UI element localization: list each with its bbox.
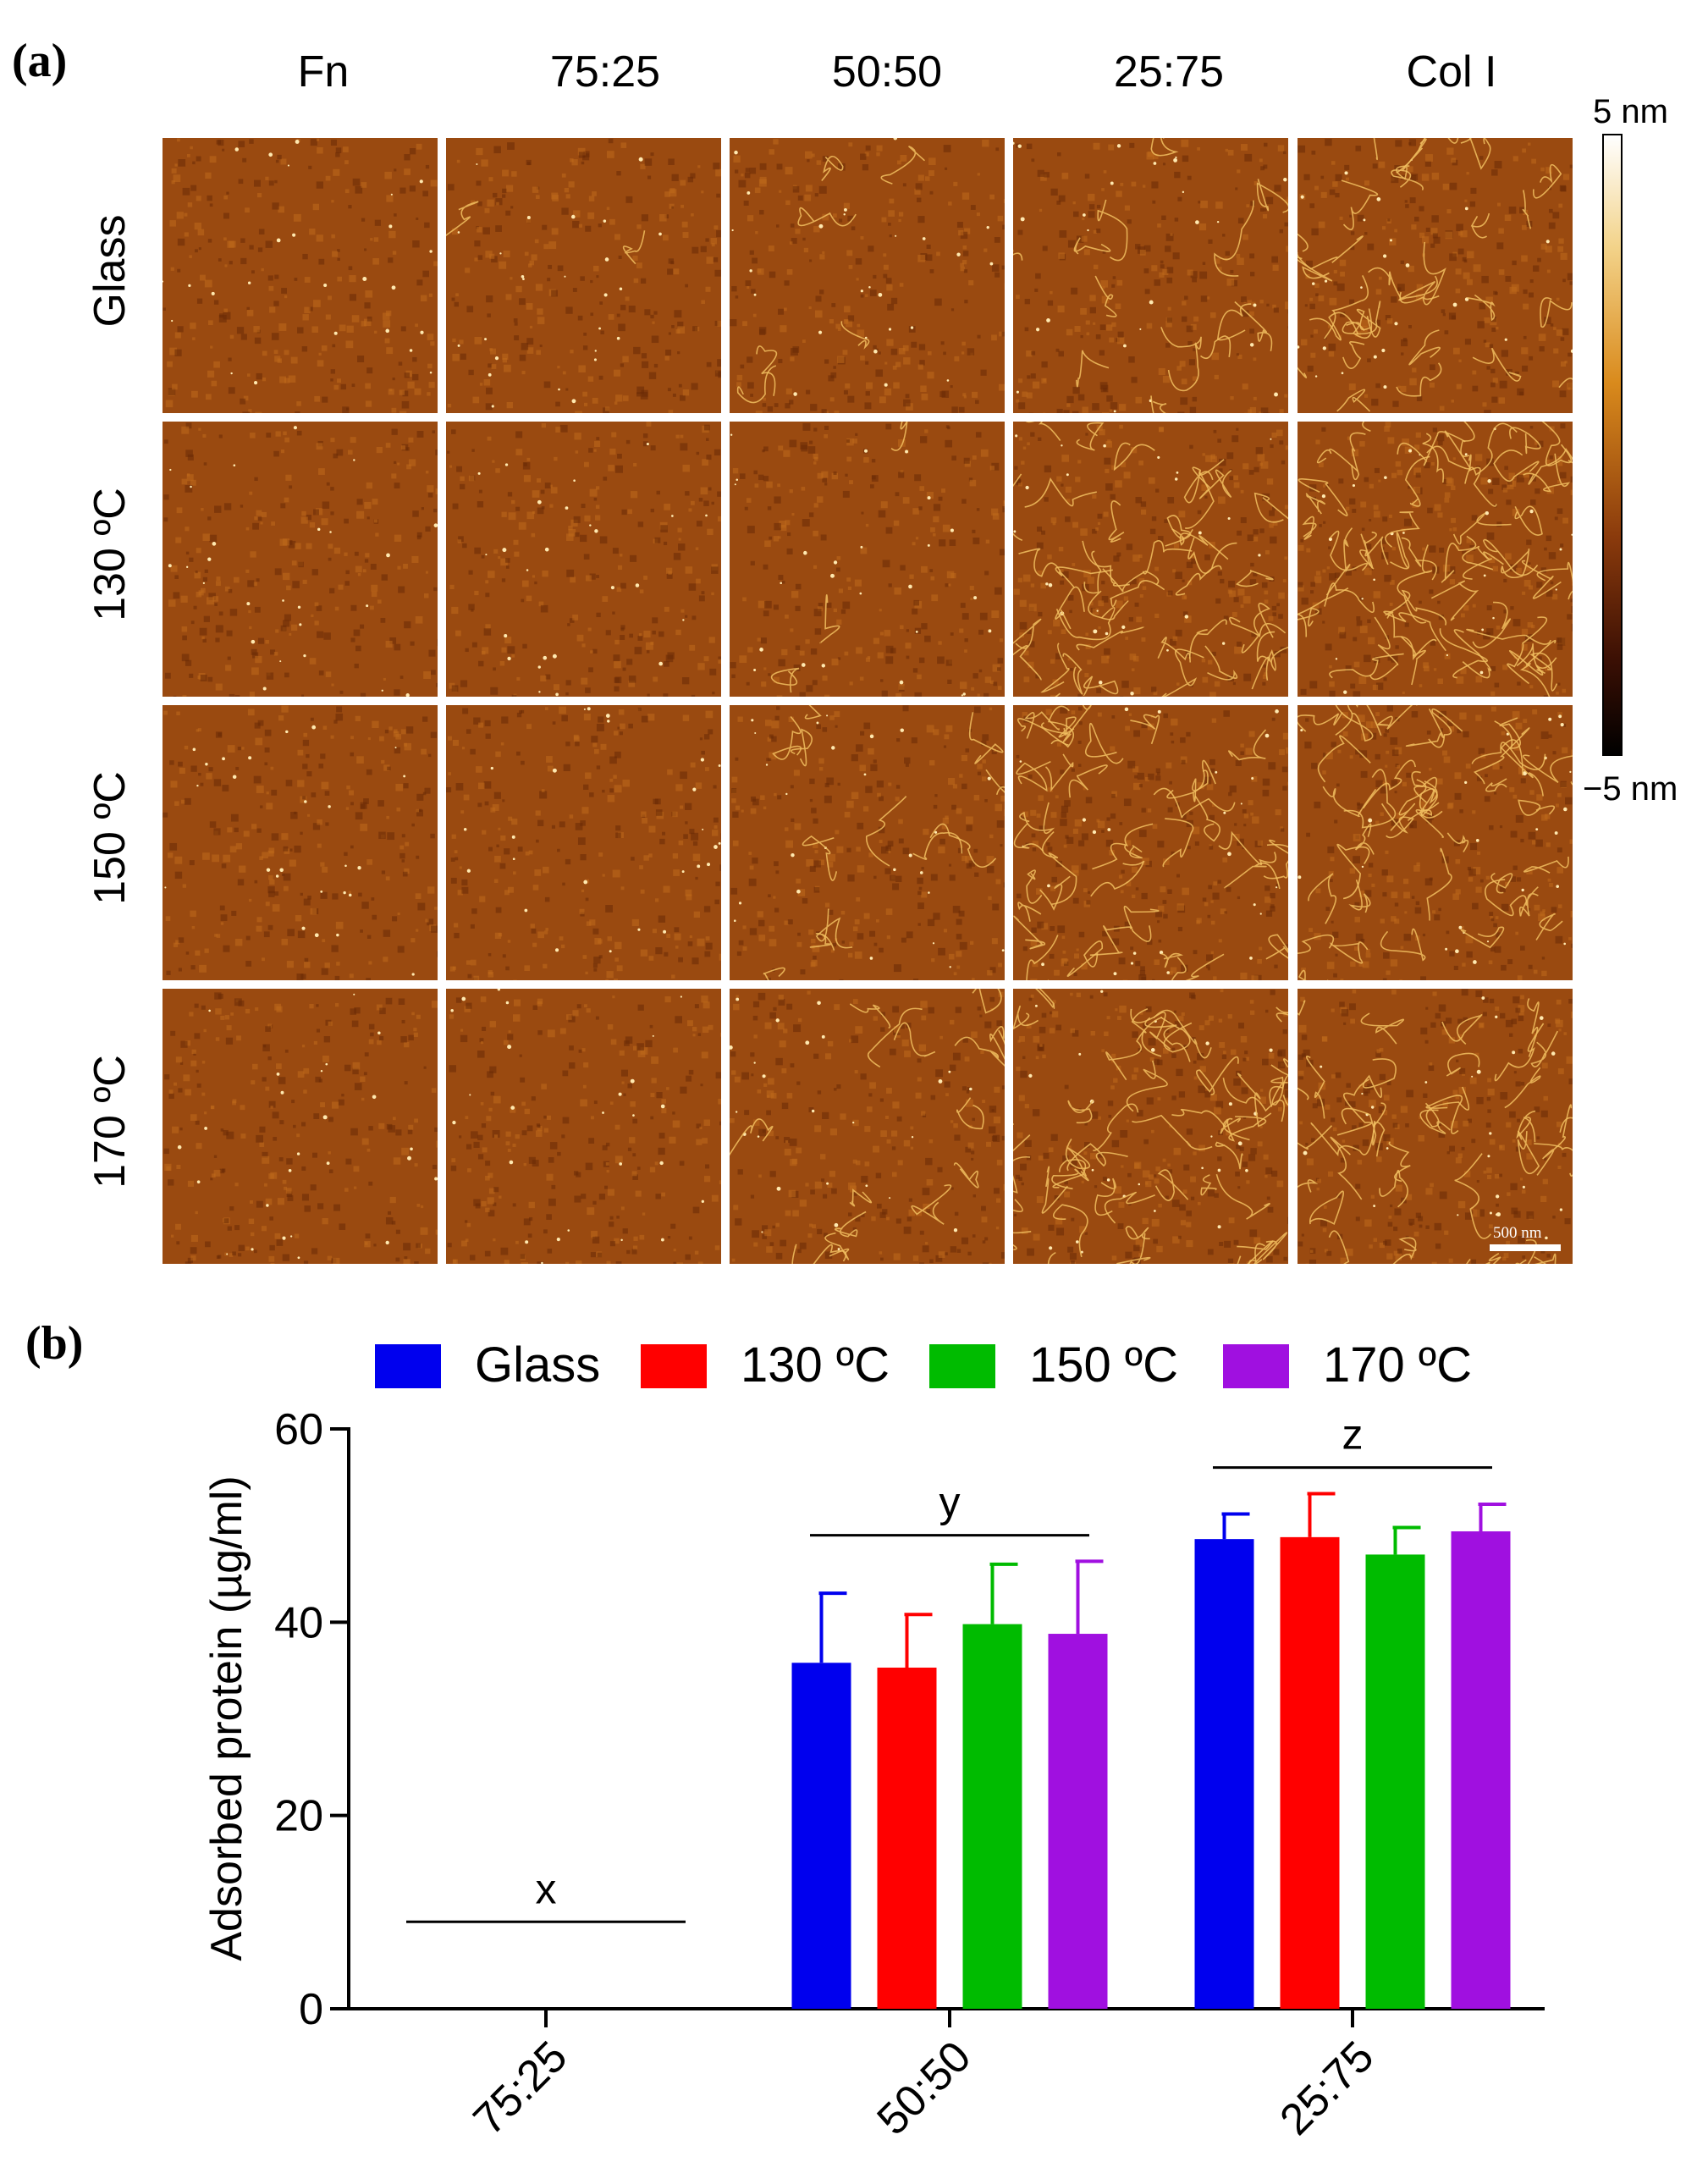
bar — [1048, 1634, 1108, 2009]
y-tick-label: 40 — [274, 1598, 323, 1647]
legend-label: 130 ºC — [741, 1337, 890, 1393]
afm-tile — [446, 989, 721, 1264]
afm-tile — [163, 705, 438, 980]
afm-tile — [163, 989, 438, 1264]
afm-tile — [1298, 138, 1573, 413]
afm-tile — [446, 138, 721, 413]
panel-b-label: (b) — [25, 1317, 84, 1370]
legend-swatch — [641, 1344, 707, 1388]
x-tick-label: 50:50 — [868, 2032, 980, 2144]
significance-label: y — [939, 1479, 961, 1526]
legend-label: 150 ºC — [1029, 1337, 1178, 1393]
afm-tile — [1298, 989, 1573, 1264]
colorbar-max-label: 5 nm — [1593, 93, 1668, 130]
afm-tile — [730, 705, 1005, 980]
y-tick-label: 20 — [274, 1792, 323, 1841]
x-tick-label: 75:25 — [464, 2032, 576, 2144]
afm-tile — [1013, 138, 1288, 413]
legend-swatch — [929, 1344, 995, 1388]
bar — [1451, 1531, 1511, 2009]
legend-label: 170 ºC — [1323, 1337, 1472, 1393]
adsorbed-protein-bar-chart: 0 20 40 60 Adsorbed protein (µg/ml) 75:25 50:5… — [202, 1337, 1545, 2145]
afm-tile — [1298, 705, 1573, 980]
legend-swatch — [1223, 1344, 1289, 1388]
bar — [877, 1667, 937, 2009]
bar — [1194, 1539, 1254, 2009]
bar — [1365, 1554, 1425, 2009]
column-header-75-25: 75:25 — [549, 47, 661, 97]
y-tick-label: 0 — [299, 1985, 323, 2034]
significance-label: z — [1342, 1411, 1364, 1459]
afm-tile — [446, 705, 721, 980]
row-header-130: 130 ºC — [85, 488, 135, 621]
colorbar-min-label: −5 nm — [1583, 770, 1678, 808]
afm-tile — [1298, 422, 1573, 697]
afm-tile — [163, 138, 438, 413]
column-header-col-i: Col I — [1406, 47, 1497, 97]
x-tick-label: 25:75 — [1270, 2032, 1383, 2144]
row-header-170: 170 ºC — [85, 1055, 135, 1189]
afm-tile — [730, 989, 1005, 1264]
afm-tile — [1013, 705, 1288, 980]
row-header-150: 150 ºC — [85, 771, 135, 905]
row-header-glass: Glass — [85, 214, 135, 328]
afm-tile — [730, 138, 1005, 413]
bar — [962, 1624, 1022, 2009]
bar — [1280, 1536, 1340, 2009]
afm-tile — [1013, 422, 1288, 697]
column-header-25-75: 25:75 — [1113, 47, 1225, 97]
scale-bar-label: 500 nm — [1493, 1224, 1542, 1242]
height-colorbar — [1602, 134, 1623, 756]
column-header-fn: Fn — [297, 47, 350, 97]
column-header-50-50: 50:50 — [831, 47, 943, 97]
legend-label: Glass — [475, 1337, 600, 1393]
panel-a-label: (a) — [12, 35, 68, 87]
legend-swatch — [375, 1344, 441, 1388]
afm-tile — [730, 422, 1005, 697]
afm-tile — [446, 422, 721, 697]
afm-tile — [1013, 989, 1288, 1264]
y-tick-label: 60 — [274, 1405, 323, 1454]
y-axis-label: Adsorbed protein (µg/ml) — [202, 1475, 251, 1961]
significance-label: x — [536, 1865, 557, 1912]
afm-tile — [163, 422, 438, 697]
bar — [791, 1663, 851, 2009]
scale-bar — [1490, 1244, 1561, 1251]
